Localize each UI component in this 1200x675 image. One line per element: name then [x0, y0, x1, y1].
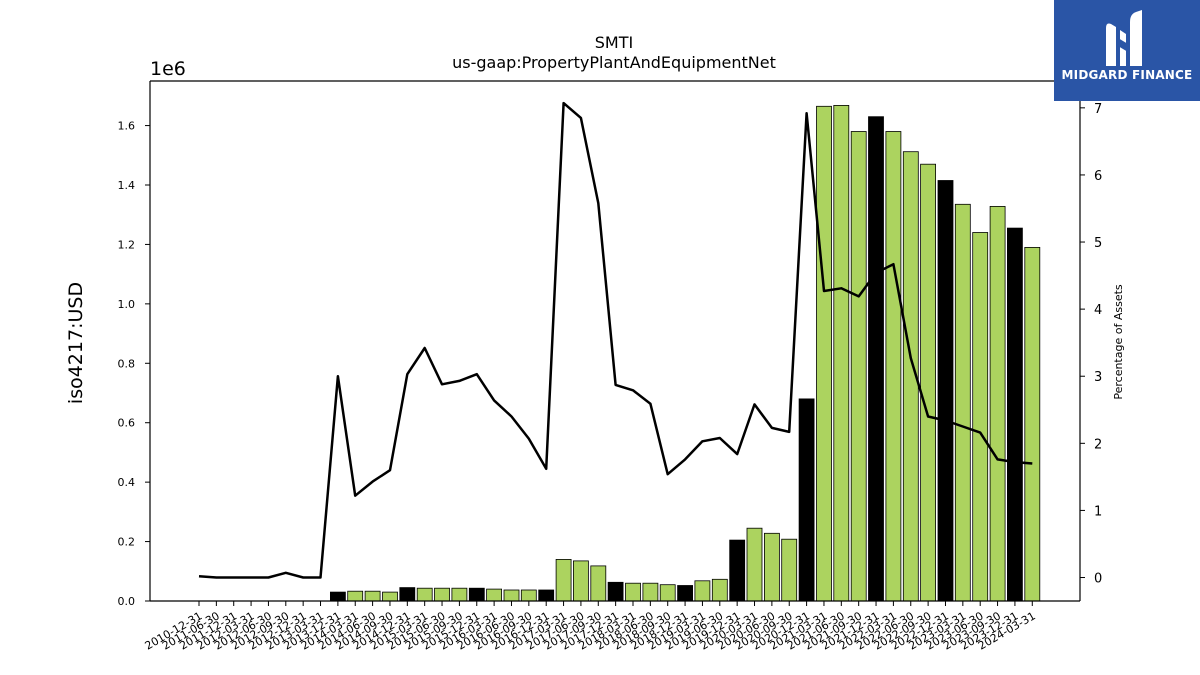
bar	[711, 578, 728, 602]
bar	[972, 232, 989, 602]
line-series	[198, 101, 1033, 579]
y2-tick-label: 7	[1094, 102, 1102, 117]
y2-tick-label: 0	[1094, 572, 1102, 587]
bar	[729, 539, 746, 602]
bar	[468, 587, 485, 602]
bar	[382, 591, 398, 602]
bar	[677, 585, 693, 602]
y-tick-label: 0.0	[118, 595, 136, 608]
bar	[486, 588, 503, 602]
logo-text: MIDGARD FINANCE	[1061, 68, 1193, 82]
plot-area: 0.00.20.40.60.81.01.21.41.6012345672010-…	[118, 80, 1102, 653]
bar	[1007, 227, 1023, 602]
bar	[434, 587, 450, 602]
y2-tick-label: 4	[1094, 303, 1102, 318]
bar	[764, 532, 780, 602]
bar	[607, 581, 624, 602]
bar	[503, 589, 520, 602]
y2-tick-label: 3	[1094, 370, 1102, 385]
y-tick-label: 0.4	[118, 476, 136, 489]
bar	[937, 180, 954, 602]
y-tick-label: 1.2	[118, 238, 136, 251]
bar	[451, 587, 468, 602]
bar	[885, 131, 902, 602]
bar	[399, 587, 416, 602]
midgard-finance-logo: MIDGARD FINANCE	[1054, 0, 1200, 101]
y-tick-label: 0.8	[118, 357, 136, 370]
bar	[920, 163, 936, 602]
chart-title: SMTI	[595, 33, 633, 52]
y-tick-label: 1.4	[118, 179, 136, 192]
y2-tick-label: 1	[1094, 504, 1102, 519]
bar	[833, 105, 850, 602]
bar	[364, 590, 381, 602]
y-tick-label: 0.2	[118, 536, 136, 549]
bar	[746, 527, 763, 602]
y2-tick-label: 2	[1094, 437, 1102, 452]
bar	[989, 205, 1006, 602]
y2-axis-label: Percentage of Assets	[1112, 284, 1125, 400]
bar	[555, 559, 572, 602]
y2-tick-label: 5	[1094, 236, 1102, 251]
bar	[416, 587, 433, 602]
y-axis-label: iso4217:USD	[65, 282, 87, 404]
y-tick-label: 0.6	[118, 417, 136, 430]
bar	[538, 589, 555, 602]
bar	[816, 105, 832, 602]
bar	[850, 131, 867, 602]
bar	[868, 116, 884, 602]
bar	[659, 584, 676, 602]
bar	[329, 591, 346, 602]
chart-subtitle: us-gaap:PropertyPlantAndEquipmentNet	[452, 53, 776, 72]
bar	[954, 203, 971, 602]
bar	[590, 565, 607, 602]
y-tick-label: 1.6	[118, 120, 136, 133]
y-tick-label: 1.0	[118, 298, 136, 311]
bar	[781, 538, 798, 602]
y-axis-offset-label: 1e6	[150, 58, 186, 80]
bar	[347, 590, 364, 602]
y2-tick-label: 6	[1094, 169, 1102, 184]
bar	[798, 398, 815, 602]
bar	[625, 582, 641, 602]
bar	[642, 582, 659, 602]
bar	[694, 580, 711, 602]
bar	[573, 560, 589, 602]
bar	[520, 589, 537, 602]
bar	[1024, 246, 1041, 602]
midgard-m-icon	[1106, 10, 1142, 66]
